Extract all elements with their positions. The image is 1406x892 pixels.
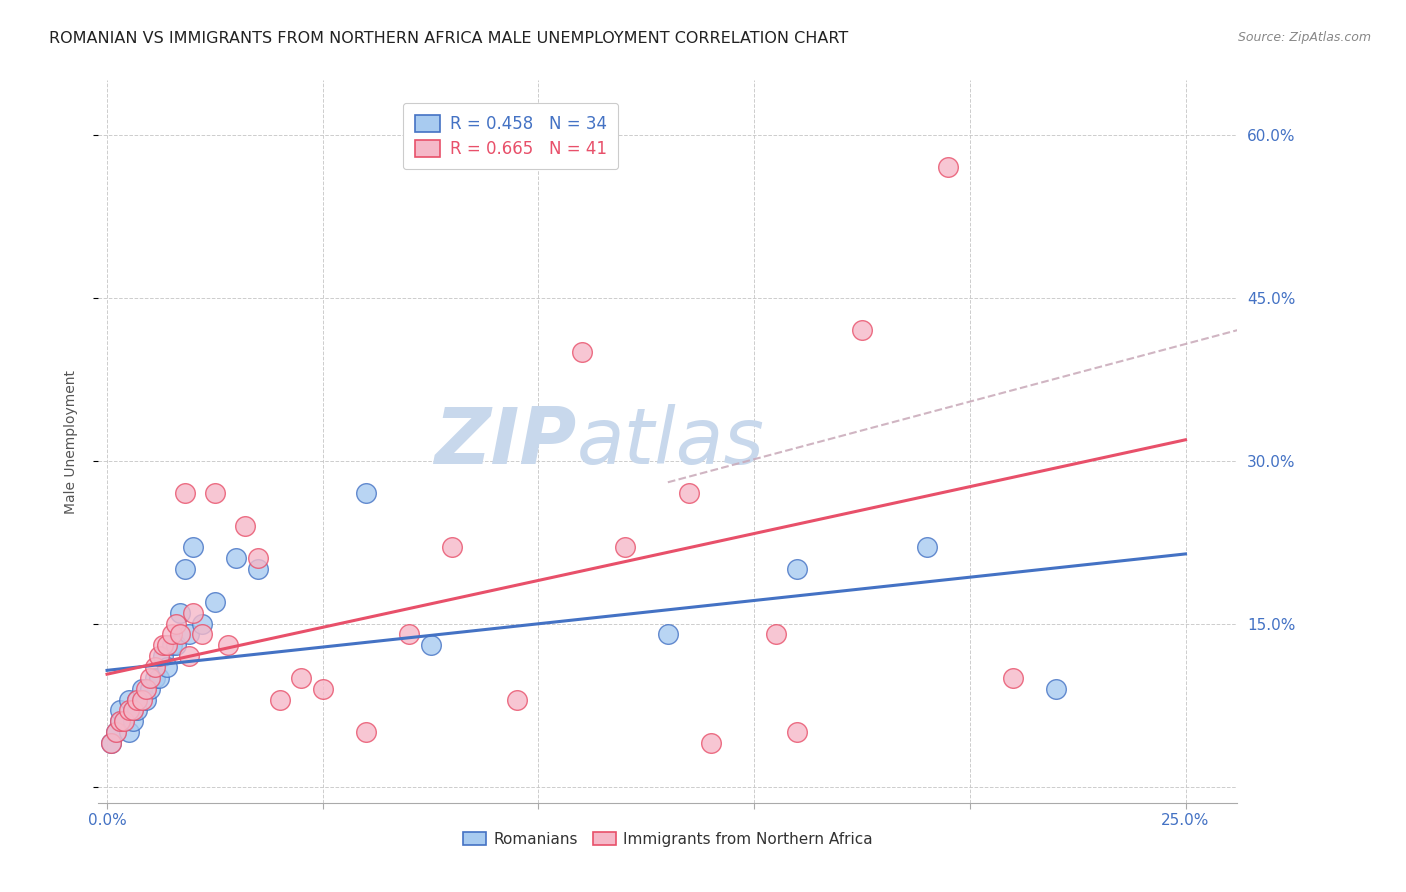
Point xyxy=(204,595,226,609)
Point xyxy=(786,725,808,739)
Point xyxy=(143,671,166,685)
Point xyxy=(290,671,312,685)
Point xyxy=(112,714,135,729)
Point xyxy=(160,638,183,652)
Point xyxy=(100,736,122,750)
Point xyxy=(936,160,959,174)
Point xyxy=(233,518,256,533)
Point xyxy=(122,714,145,729)
Point xyxy=(143,660,166,674)
Point xyxy=(786,562,808,576)
Point xyxy=(312,681,335,696)
Point xyxy=(506,692,529,706)
Point xyxy=(398,627,420,641)
Point xyxy=(700,736,723,750)
Text: ZIP: ZIP xyxy=(434,403,576,480)
Point xyxy=(108,714,131,729)
Text: ROMANIAN VS IMMIGRANTS FROM NORTHERN AFRICA MALE UNEMPLOYMENT CORRELATION CHART: ROMANIAN VS IMMIGRANTS FROM NORTHERN AFR… xyxy=(49,31,848,46)
Point xyxy=(183,541,205,555)
Point xyxy=(1001,671,1024,685)
Point xyxy=(657,627,679,641)
Point xyxy=(354,486,377,500)
Point xyxy=(269,692,291,706)
Point xyxy=(915,541,938,555)
Point xyxy=(169,606,191,620)
Point xyxy=(117,692,139,706)
Point xyxy=(148,671,170,685)
Point xyxy=(127,692,149,706)
Point xyxy=(135,681,157,696)
Point xyxy=(419,638,441,652)
Point xyxy=(247,562,270,576)
Text: Source: ZipAtlas.com: Source: ZipAtlas.com xyxy=(1237,31,1371,45)
Point xyxy=(177,627,200,641)
Point xyxy=(108,703,131,717)
Point xyxy=(152,638,174,652)
Point xyxy=(183,606,205,620)
Point xyxy=(247,551,270,566)
Point xyxy=(1045,681,1067,696)
Point xyxy=(148,649,170,664)
Point xyxy=(613,541,636,555)
Point xyxy=(169,627,191,641)
Point xyxy=(441,541,464,555)
Point xyxy=(127,692,149,706)
Point xyxy=(152,649,174,664)
Legend: Romanians, Immigrants from Northern Africa: Romanians, Immigrants from Northern Afri… xyxy=(457,826,879,853)
Point xyxy=(127,703,149,717)
Point xyxy=(131,681,153,696)
Point xyxy=(156,660,179,674)
Point xyxy=(191,616,214,631)
Point xyxy=(678,486,700,500)
Point xyxy=(139,681,162,696)
Point xyxy=(108,714,131,729)
Point xyxy=(765,627,787,641)
Point xyxy=(104,725,127,739)
Point xyxy=(117,703,139,717)
Point xyxy=(112,714,135,729)
Point xyxy=(204,486,226,500)
Point xyxy=(122,703,145,717)
Point xyxy=(139,671,162,685)
Point xyxy=(173,486,195,500)
Point xyxy=(191,627,214,641)
Point xyxy=(571,345,593,359)
Point xyxy=(225,551,247,566)
Point xyxy=(354,725,377,739)
Point xyxy=(122,703,145,717)
Point xyxy=(165,638,187,652)
Point xyxy=(160,627,183,641)
Point xyxy=(177,649,200,664)
Point xyxy=(851,323,873,337)
Text: atlas: atlas xyxy=(576,403,765,480)
Point xyxy=(131,692,153,706)
Point xyxy=(156,638,179,652)
Point xyxy=(173,562,195,576)
Point xyxy=(104,725,127,739)
Point xyxy=(165,616,187,631)
Point xyxy=(217,638,239,652)
Point xyxy=(117,725,139,739)
Point xyxy=(100,736,122,750)
Y-axis label: Male Unemployment: Male Unemployment xyxy=(63,369,77,514)
Point xyxy=(135,692,157,706)
